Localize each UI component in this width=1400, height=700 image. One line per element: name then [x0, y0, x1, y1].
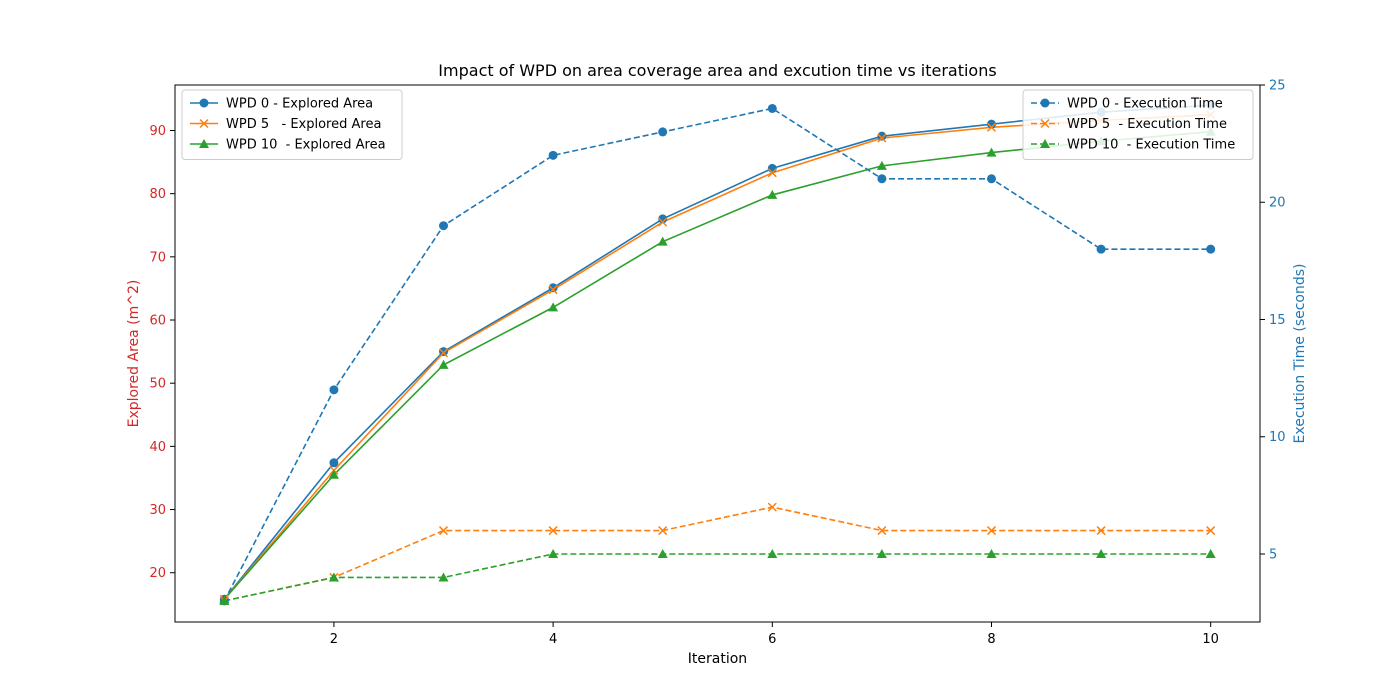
legend-label: WPD 0 - Execution Time: [1067, 97, 1223, 112]
series-line-0: [223, 104, 1211, 600]
y-right-tick-label: 10: [1269, 430, 1286, 445]
marker-triangle: [328, 572, 339, 582]
marker-circle: [986, 174, 996, 184]
marker-circle: [658, 127, 668, 137]
legend-label: WPD 10 - Execution Time: [1067, 138, 1235, 153]
marker-circle: [877, 174, 887, 184]
y-right-tick-label: 15: [1269, 313, 1286, 328]
y-right-tick-label: 25: [1269, 79, 1286, 94]
marker-circle: [877, 131, 887, 141]
axes: 2 4 6 8 10 20 30 40 50 60 70 80 90 5 10 15 20 25: [149, 79, 1285, 648]
series-lines: [223, 104, 1211, 602]
marker-circle: [439, 347, 449, 357]
marker-triangle: [986, 147, 997, 157]
y-axis-right-label: Execution Time (seconds): [1292, 263, 1308, 443]
chart-title: Impact of WPD on area coverage area and …: [438, 61, 996, 80]
marker-triangle: [548, 548, 559, 558]
marker-circle: [548, 150, 558, 160]
marker-triangle: [548, 302, 559, 312]
marker-x: [658, 217, 668, 227]
legend-explored-area: WPD 0 - Explored Area WPD 5 - Explored Ar…: [181, 89, 403, 160]
marker-x: [1096, 526, 1106, 536]
series-line-1: [223, 113, 1211, 600]
marker-x: [877, 133, 887, 143]
marker-triangle: [1096, 548, 1107, 558]
marker-triangle: [328, 469, 339, 479]
marker-triangle: [876, 160, 887, 170]
x-axis-label: Iteration: [688, 651, 747, 667]
legend-execution-time: WPD 0 - Execution Time WPD 5 - Execution …: [1022, 89, 1254, 160]
y-left-tick-label: 30: [149, 503, 166, 518]
marker-circle: [1206, 244, 1216, 254]
marker-triangle: [438, 572, 449, 582]
marker-triangle: [657, 548, 668, 558]
series-line-5: [224, 553, 1211, 602]
marker-circle: [548, 283, 558, 293]
x-tick-label: 6: [768, 632, 776, 647]
x-tick-label: 4: [549, 632, 557, 647]
marker-triangle: [1040, 139, 1050, 148]
y-left-tick-label: 70: [149, 250, 166, 265]
marker-x: [877, 526, 887, 536]
marker-x: [767, 502, 777, 512]
marker-circle: [1040, 98, 1050, 108]
marker-triangle: [657, 236, 668, 246]
marker-circle: [329, 385, 339, 395]
marker-x: [548, 285, 558, 295]
y-left-tick-label: 80: [149, 187, 166, 202]
marker-x: [438, 526, 449, 536]
marker-triangle: [1205, 548, 1216, 558]
legend-box: [1022, 89, 1254, 160]
legend-label: WPD 0 - Explored Area: [226, 97, 373, 112]
x-tick-label: 10: [1202, 632, 1219, 647]
marker-triangle: [986, 548, 997, 558]
y-left-tick-label: 40: [149, 440, 166, 455]
legend-box: [181, 89, 403, 160]
y-left-tick-label: 90: [149, 124, 166, 139]
marker-circle: [1096, 244, 1106, 254]
x-tick-label: 8: [987, 632, 995, 647]
y-right-tick-label: 5: [1269, 547, 1277, 562]
marker-circle: [767, 103, 777, 113]
x-tick-label: 2: [330, 632, 338, 647]
legend-label: WPD 10 - Explored Area: [226, 138, 386, 153]
marker-triangle: [767, 189, 778, 199]
marker-triangle: [199, 139, 209, 148]
y-right-tick-label: 20: [1269, 196, 1286, 211]
marker-circle: [329, 458, 339, 468]
series-markers: [219, 100, 1216, 606]
marker-x: [438, 348, 449, 358]
marker-triangle: [438, 359, 449, 369]
marker-x: [767, 168, 777, 178]
marker-circle: [439, 221, 449, 231]
marker-circle: [199, 98, 209, 108]
series-line-3: [223, 107, 1211, 602]
marker-x: [986, 122, 997, 132]
y-left-tick-label: 20: [149, 566, 166, 581]
marker-triangle: [876, 548, 887, 558]
marker-circle: [986, 119, 996, 129]
marker-triangle: [767, 548, 778, 558]
legend-label: WPD 5 - Explored Area: [226, 117, 381, 132]
marker-x: [199, 118, 209, 129]
marker-x: [548, 526, 558, 536]
series-line-2: [223, 130, 1211, 600]
marker-triangle: [219, 595, 230, 605]
marker-x: [1206, 526, 1216, 536]
legend-label: WPD 5 - Execution Time: [1067, 117, 1227, 132]
series-line-4: [224, 506, 1211, 602]
marker-x: [1040, 118, 1050, 129]
marker-circle: [658, 214, 668, 224]
y-axis-left-label: Explored Area (m^2): [126, 280, 142, 428]
marker-x: [986, 526, 997, 536]
y-left-tick-label: 50: [149, 377, 166, 392]
marker-circle: [767, 163, 777, 173]
plot-frame: [174, 84, 1261, 623]
y-left-tick-label: 60: [149, 314, 166, 329]
marker-x: [658, 526, 668, 536]
